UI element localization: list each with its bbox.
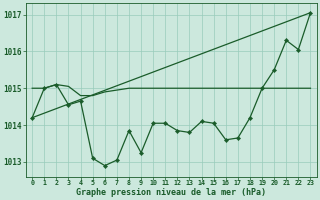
X-axis label: Graphe pression niveau de la mer (hPa): Graphe pression niveau de la mer (hPa) — [76, 188, 266, 197]
